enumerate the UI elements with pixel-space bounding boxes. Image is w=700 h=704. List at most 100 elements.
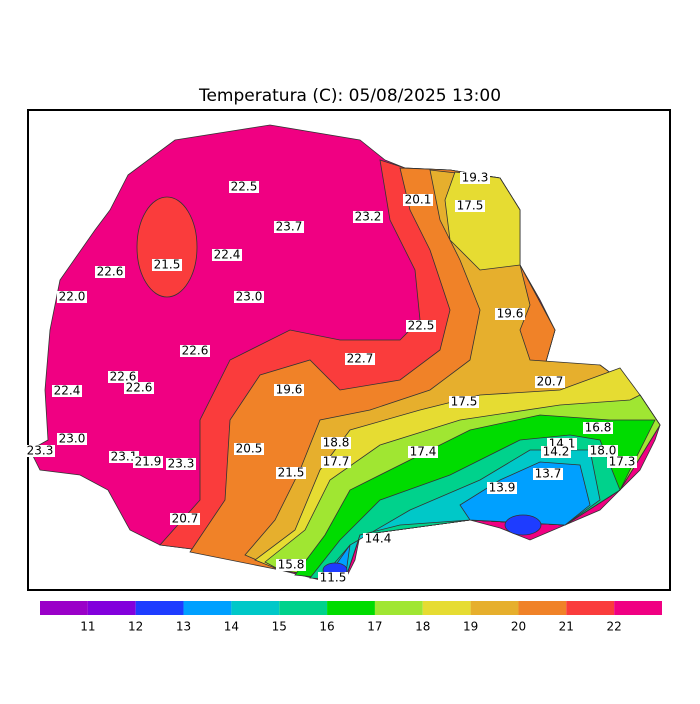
station-value: 22.6 [97,265,124,279]
title: Temperatura (C): 05/08/2025 13:00 [198,86,501,106]
station-value: 20.7 [172,512,199,526]
color-box [518,601,567,615]
station-value: 20.1 [405,193,432,207]
station-value: 22.5 [231,180,258,194]
station-value: 22.7 [347,352,374,366]
station-value: 23.7 [276,220,303,234]
station-value: 22.5 [408,319,435,333]
colorbar-label: 12 [128,620,143,634]
label-box [25,445,55,457]
colorbar-label: 21 [559,620,574,634]
station-value: 21.9 [135,455,162,469]
label-box [321,437,351,449]
station-value: 22.6 [182,344,209,358]
label-box [533,468,563,480]
label-box [57,433,87,445]
color-box [87,601,136,615]
station-value: 22.6 [126,381,153,395]
label-box [170,513,200,525]
station-value: 17.3 [609,455,636,469]
station-value: 17.5 [457,199,484,213]
label-box [363,533,393,545]
colorbar-label: 19 [463,620,478,634]
label-box [408,446,438,458]
colorbar-label: 13 [176,620,191,634]
label-box [52,385,82,397]
label-box [274,384,304,396]
station-value: 17.5 [451,395,478,409]
label-box [166,458,196,470]
station-value: 22.0 [59,290,86,304]
station-value: 23.3 [27,444,54,458]
color-box [327,601,375,615]
station-value: 23.0 [59,432,86,446]
station-value: 13.7 [535,467,562,481]
station-value: 14.2 [543,445,570,459]
color-box [422,601,471,615]
color-box [566,601,615,615]
station-value: 16.8 [585,421,612,435]
station-value: 21.5 [278,466,305,480]
station-value: 20.5 [236,442,263,456]
label-box [234,291,264,303]
label-box [274,221,304,233]
station-labels: 22.5 19.3 20.1 17.5 23.7 23.2 21.5 22.4 22.6 22.0… [25,171,637,585]
colorbar-label: 11 [80,620,95,634]
colorbar-label: 17 [367,620,382,634]
station-value: 23.2 [355,210,382,224]
label-box [318,572,348,584]
label-box [487,482,517,494]
label-box [588,445,618,457]
label-box [607,456,637,468]
station-value: 23.0 [236,290,263,304]
label-box [583,422,613,434]
station-value: 23.3 [168,457,195,471]
station-value: 14.4 [365,532,392,546]
label-box [180,345,210,357]
station-value: 22.4 [54,384,81,398]
label-box [276,559,306,571]
label-box [109,451,139,463]
label-box [541,446,571,458]
label-box [229,181,259,193]
station-value: 22.4 [214,248,241,262]
colorbar-label: 18 [415,620,430,634]
label-box [95,266,125,278]
color-box [470,601,519,615]
station-value: 18.8 [323,436,350,450]
station-value: 19.6 [497,307,524,321]
station-value: 22.6 [110,370,137,384]
colorbar-label: 20 [511,620,526,634]
label-box [406,320,436,332]
colorbar-label: 15 [272,620,287,634]
label-box [460,172,490,184]
label-box [276,467,306,479]
label-box [108,371,138,383]
label-box [535,376,565,388]
color-box [183,601,232,615]
label-box [152,259,182,271]
label-box [345,353,375,365]
colorbar: 11 12 13 14 15 16 17 18 19 20 21 22 [40,601,662,634]
station-value: 11.5 [320,571,347,585]
color-box [614,601,662,615]
station-value: 17.4 [410,445,437,459]
label-box [455,200,485,212]
label-box [495,308,525,320]
station-value: 21.5 [154,258,181,272]
color-box [135,601,184,615]
colorbar-label: 14 [224,620,239,634]
label-box [321,456,351,468]
color-box [279,601,328,615]
station-value: 19.3 [462,171,489,185]
label-box [212,249,242,261]
label-box [403,194,433,206]
station-value: 17.7 [323,455,350,469]
color-box [40,601,88,615]
station-value: 18.0 [590,444,617,458]
label-box [234,443,264,455]
color-box [231,601,280,615]
color-box [374,601,423,615]
station-value: 15.8 [278,558,305,572]
